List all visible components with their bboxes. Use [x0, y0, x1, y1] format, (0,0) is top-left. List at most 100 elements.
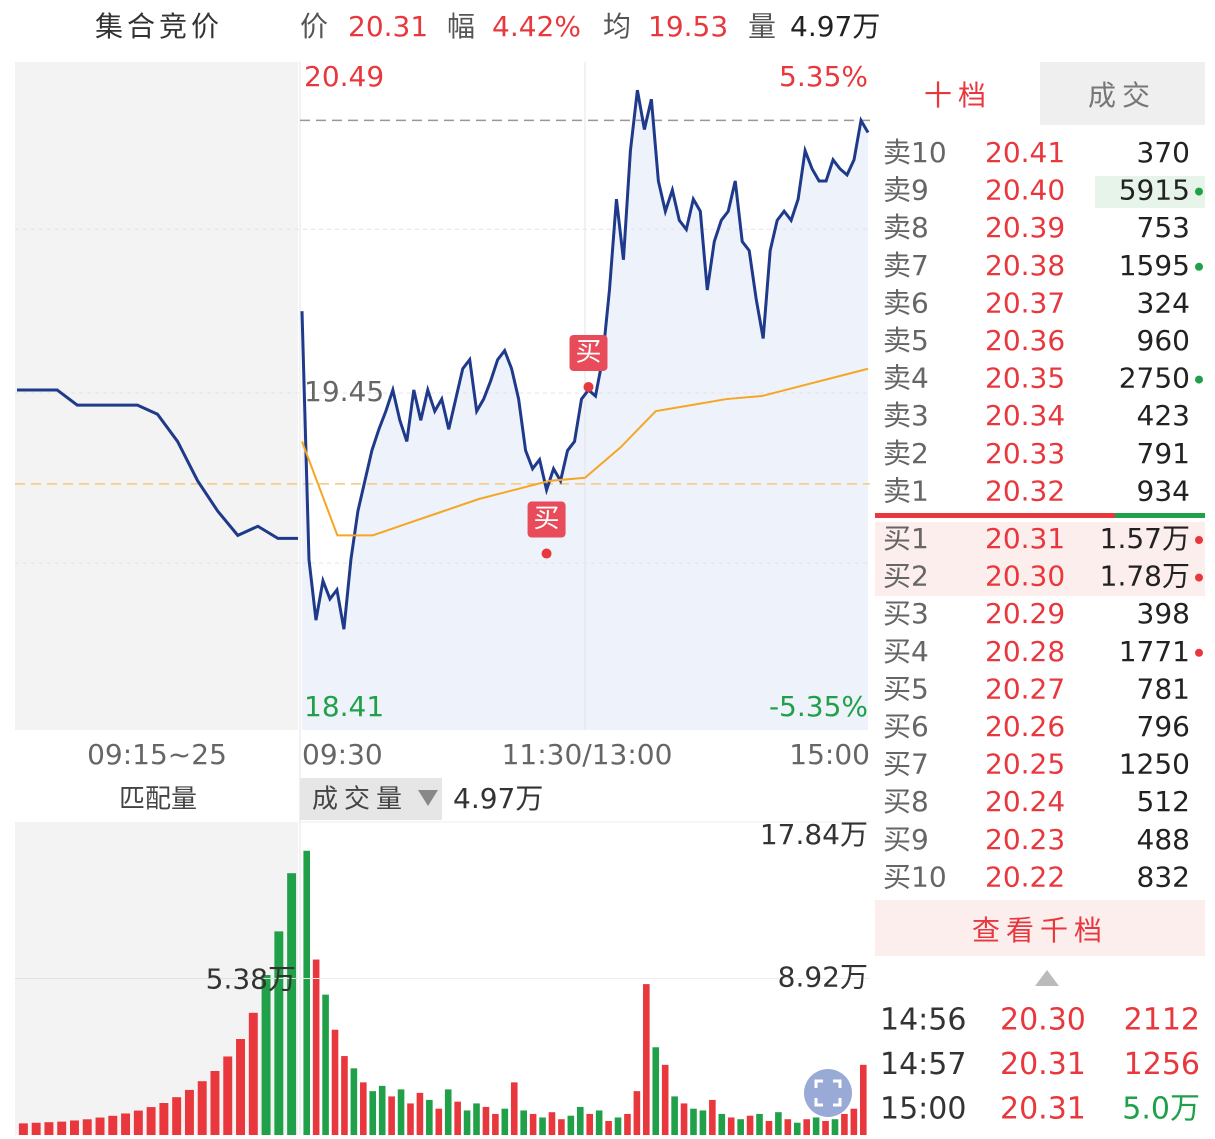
- collapse-arrow[interactable]: [1035, 970, 1059, 986]
- volume-bar: [680, 1103, 688, 1135]
- trade-time: 14:57: [880, 1047, 966, 1082]
- fullscreen-icon: [833, 1098, 842, 1107]
- y2-tick-label: -5.35%: [769, 690, 868, 723]
- volume-bar: [18, 1123, 28, 1135]
- trade-volume: 2112: [1124, 1003, 1200, 1038]
- level-price: 20.25: [985, 748, 1065, 781]
- volume-bar: [633, 1091, 641, 1135]
- level-price: 20.39: [985, 211, 1065, 244]
- level-price: 20.37: [985, 286, 1065, 319]
- level-price: 20.41: [985, 136, 1065, 169]
- volume-bar: [576, 1106, 584, 1135]
- tab-bg[interactable]: [1040, 62, 1205, 125]
- volume-bar: [595, 1110, 603, 1135]
- header-value: 4.97万: [790, 10, 880, 43]
- price-line: [300, 89, 870, 630]
- volume-bar: [82, 1119, 92, 1135]
- volume-bar: [718, 1113, 726, 1135]
- volume-bar: [624, 1113, 631, 1135]
- volume-bar: [57, 1121, 67, 1135]
- level-volume: 1.78万: [1100, 560, 1190, 593]
- level-label: 买3: [883, 597, 929, 630]
- level-volume: 488: [1137, 823, 1190, 856]
- volume-bar: [605, 1120, 612, 1135]
- level-label: 买8: [883, 785, 929, 818]
- y-tick-label: 19.45: [304, 375, 384, 408]
- volume-bar: [793, 1122, 801, 1135]
- x-tick-label: 11:30/13:00: [502, 738, 673, 771]
- level-label: 卖6: [883, 286, 929, 319]
- buy-label: 买: [534, 504, 560, 534]
- level-label: 买1: [883, 522, 929, 555]
- volume-bar: [699, 1110, 707, 1135]
- auction-volume-title: 匹配量: [119, 785, 197, 815]
- volume-bar: [172, 1097, 182, 1135]
- level-label: 买5: [883, 672, 929, 705]
- level-volume: 791: [1137, 437, 1190, 470]
- trade-price: 20.30: [1000, 1003, 1086, 1038]
- y-tick-label: 8.92万: [778, 961, 868, 994]
- volume-bar: [274, 931, 284, 1135]
- level-volume: 832: [1137, 860, 1190, 893]
- highlight: [875, 522, 1205, 596]
- change-dot: [1195, 573, 1203, 582]
- tab[interactable]: 十档: [924, 79, 992, 112]
- volume-bar: [322, 994, 329, 1135]
- change-dot: [1195, 536, 1203, 544]
- volume-bar: [236, 1039, 245, 1135]
- volume-bar: [108, 1115, 118, 1135]
- y2-tick-label: 5.35%: [779, 60, 868, 93]
- level-volume: 781: [1137, 672, 1190, 705]
- volume-bar: [529, 1113, 537, 1135]
- volume-bar: [31, 1122, 41, 1135]
- level-label: 买4: [883, 635, 929, 668]
- volume-bar: [435, 1108, 443, 1135]
- trade-price: 20.31: [1000, 1092, 1086, 1127]
- level-volume: 324: [1137, 286, 1190, 319]
- volume-bar: [454, 1101, 461, 1135]
- volume-bar: [360, 1082, 367, 1135]
- level-label: 买9: [883, 823, 929, 856]
- fullscreen-button[interactable]: [804, 1069, 852, 1117]
- level-volume: 1595: [1119, 249, 1190, 282]
- volume-bar: [95, 1117, 105, 1135]
- level-label: 买7: [883, 748, 929, 781]
- volume-bar: [831, 1119, 839, 1135]
- volume-bar: [643, 984, 650, 1135]
- level-label: 卖10: [883, 136, 947, 169]
- level-label: 卖3: [883, 399, 929, 432]
- average-line: [301, 367, 869, 537]
- volume-bar: [426, 1099, 433, 1135]
- volume-bar: [501, 1108, 509, 1135]
- level-price: 20.35: [985, 362, 1065, 395]
- volume-bar: [671, 1096, 678, 1135]
- level-volume: 934: [1137, 474, 1190, 507]
- volume-value: 4.97万: [453, 782, 543, 815]
- volume-bar: [350, 1068, 358, 1135]
- dropdown-arrow[interactable]: [418, 790, 438, 806]
- volume-bar: [614, 1117, 622, 1135]
- volume-bar: [859, 1064, 867, 1135]
- y-tick-label: 18.41: [304, 690, 384, 723]
- header-value: 4.42%: [492, 10, 581, 43]
- volume-bar: [652, 1047, 660, 1135]
- volume-bar: [223, 1056, 233, 1135]
- level-label: 买10: [883, 860, 947, 893]
- buy-badge: [569, 334, 608, 371]
- tab[interactable]: 成交: [1088, 79, 1156, 112]
- level-price: 20.27: [985, 672, 1065, 705]
- level-price: 20.30: [985, 560, 1065, 593]
- volume-bar: [492, 1113, 499, 1135]
- volume-bar: [133, 1110, 143, 1135]
- more-button[interactable]: [875, 900, 1205, 956]
- more-button-label[interactable]: 查看千档: [972, 914, 1108, 947]
- volume-selector[interactable]: [300, 778, 442, 820]
- volume-bar: [159, 1103, 169, 1135]
- header-value: 20.31: [348, 10, 428, 43]
- volume-bar: [369, 1091, 377, 1135]
- volume-bar: [746, 1115, 754, 1135]
- level-label: 卖9: [883, 174, 929, 207]
- volume-bar: [727, 1117, 735, 1135]
- header-label: 量: [748, 10, 776, 43]
- fullscreen-icon: [814, 1079, 823, 1088]
